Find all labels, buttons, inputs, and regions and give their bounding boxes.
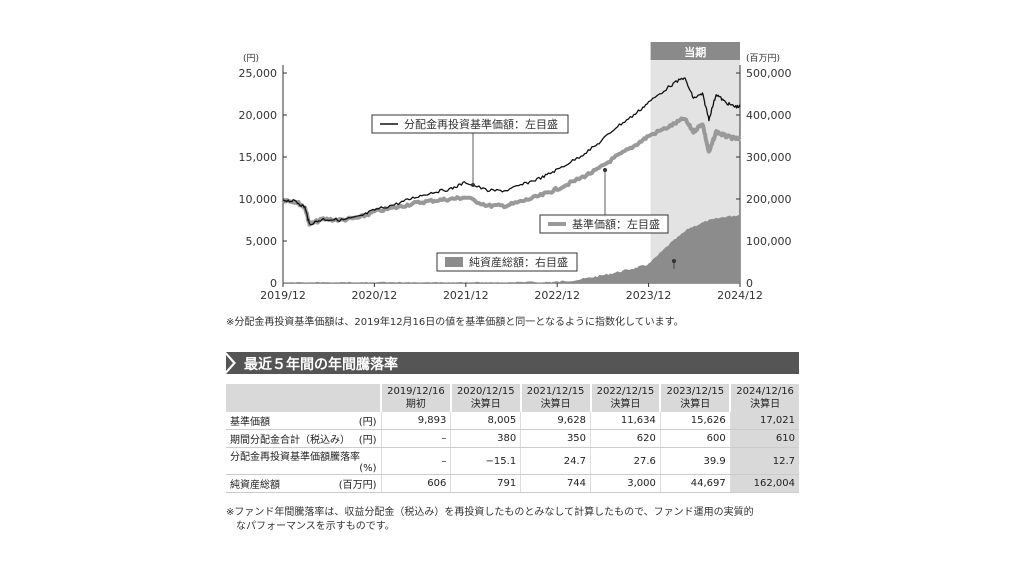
table-row: 分配金再投資基準価額騰落率 (%) – −15.1 24.7 27.6 39.9 … bbox=[226, 447, 799, 475]
nav-line bbox=[281, 116, 742, 227]
col-header: 2022/12/15 決算日 bbox=[589, 384, 661, 412]
table-row: 基準価額 (円) 9,893 8,005 9,628 11,634 15,626 … bbox=[226, 412, 799, 430]
left-tick-label: 20,000 bbox=[239, 109, 278, 122]
legend-nav-box bbox=[539, 214, 669, 234]
legend-assets-dot bbox=[672, 259, 676, 263]
right-axis-unit: (百万円) bbox=[746, 53, 780, 64]
legend-nav-text: 基準価額：左目盛 bbox=[572, 217, 660, 231]
current-period-tab bbox=[650, 42, 740, 60]
x-tick-label: 2020/12 bbox=[352, 289, 398, 302]
legend-assets-box bbox=[436, 252, 578, 272]
section-header: 最近５年間の年間騰落率 bbox=[226, 352, 799, 374]
right-tick-label: 0 bbox=[746, 277, 753, 290]
table-footnote: ※ファンド年間騰落率は、収益分配金（税込み）を再投資したものとみなして計算したも… bbox=[226, 507, 754, 532]
table-header-row: 2019/12/16 期初 2020/12/15 決算日 2021/12/15 決算日… bbox=[226, 384, 799, 412]
col-header: 2021/12/15 決算日 bbox=[519, 384, 591, 412]
legend-nav-dot bbox=[603, 168, 607, 172]
right-tick-label: 300,000 bbox=[746, 151, 792, 164]
current-period-label: 当期 bbox=[684, 45, 706, 59]
reinvested-nav-line bbox=[282, 77, 741, 226]
annual-return-table: 2019/12/16 期初 2020/12/15 決算日 2021/12/15 決算日… bbox=[226, 384, 799, 493]
left-tick-label: 15,000 bbox=[239, 151, 278, 164]
chart-footnote: ※分配金再投資基準価額は、2019年12月16日の値を基準価額と同一となるように… bbox=[226, 317, 684, 328]
x-tick-label: 2022/12 bbox=[534, 289, 580, 302]
legend-reinvested-box bbox=[371, 114, 569, 134]
x-tick-label: 2019/12 bbox=[260, 289, 306, 302]
left-tick-label: 10,000 bbox=[239, 193, 278, 206]
table-row: 期間分配金合計（税込み） (円) – 380 350 620 600 610 bbox=[226, 429, 799, 448]
legend-reinvested-text: 分配金再投資基準価額：左目盛 bbox=[404, 117, 558, 131]
x-tick-label: 2024/12 bbox=[717, 289, 763, 302]
x-tick-label: 2021/12 bbox=[443, 289, 489, 302]
col-header: 2019/12/16 期初 bbox=[380, 384, 451, 412]
right-tick-label: 100,000 bbox=[746, 235, 792, 248]
col-header: 2023/12/15 決算日 bbox=[659, 384, 731, 412]
net-assets-area bbox=[283, 215, 740, 283]
left-axis-unit: (円) bbox=[243, 53, 259, 64]
right-tick-label: 500,000 bbox=[746, 67, 792, 80]
col-header-current: 2024/12/16 決算日 bbox=[729, 384, 799, 412]
left-tick-label: 5,000 bbox=[246, 235, 278, 248]
section-title: 最近５年間の年間騰落率 bbox=[244, 357, 398, 373]
left-tick-label: 0 bbox=[270, 277, 277, 290]
fund-chart: 当期 0 5,000 10,000 15,000 20,000 25,000 (円) 0 100,… bbox=[239, 42, 792, 302]
x-tick-label: 2023/12 bbox=[626, 289, 672, 302]
legend-reinvested-dot bbox=[471, 183, 475, 187]
right-tick-label: 200,000 bbox=[746, 193, 792, 206]
right-tick-label: 400,000 bbox=[746, 109, 792, 122]
legend-gray-box-icon bbox=[445, 257, 463, 267]
col-header: 2020/12/15 決算日 bbox=[449, 384, 521, 412]
table-row: 純資産総額 (百万円) 606 791 744 3,000 44,697 162,… bbox=[226, 474, 799, 493]
legend-assets-text: 純資産総額：右目盛 bbox=[469, 255, 568, 269]
left-tick-label: 25,000 bbox=[239, 67, 278, 80]
